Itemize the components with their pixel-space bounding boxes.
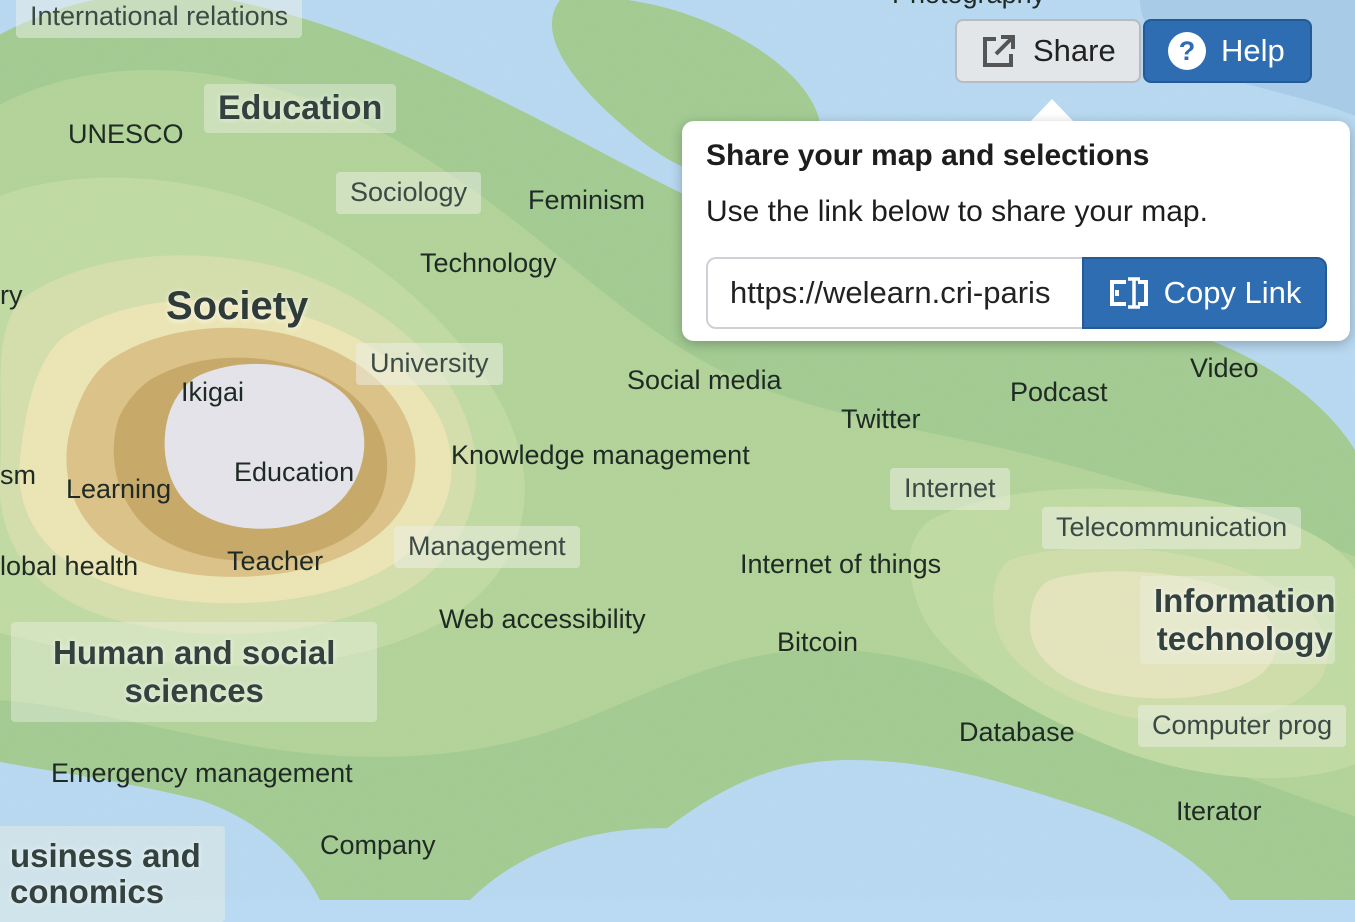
question-circle-icon: ? [1168,32,1206,70]
map-label-education[interactable]: Education [234,457,355,487]
map-label-computer-programming-partial[interactable]: Computer prog [1138,705,1347,747]
help-button[interactable]: ? Help [1143,19,1312,83]
map-label-history-partial[interactable]: ry [0,280,23,310]
map-label-global-health-partial[interactable]: lobal health [0,551,139,581]
map-label-management[interactable]: Management [394,526,580,568]
map-label-feminism[interactable]: Feminism [528,185,646,215]
map-label-business-economics-line1: usiness and [10,837,201,874]
map-label-bitcoin[interactable]: Bitcoin [777,627,859,657]
map-label-iterator[interactable]: Iterator [1176,796,1262,826]
map-label-business-economics[interactable]: usiness and conomics [0,826,225,922]
popover-description: Use the link below to share your map. [706,195,1208,228]
map-label-unesco[interactable]: UNESCO [68,119,184,149]
map-label-information-technology[interactable]: Information technology [1140,576,1336,664]
share-button[interactable]: Share [955,19,1141,83]
map-label-international-relations[interactable]: International relations [16,0,303,38]
map-label-knowledge-management[interactable]: Knowledge management [451,440,750,470]
share-button-label: Share [1033,33,1116,68]
water-patch-bottom [470,828,900,900]
map-label-society[interactable]: Society [166,284,309,328]
share-link-input[interactable] [706,257,1082,329]
map-label-information-technology-line2: technology [1156,620,1333,657]
map-label-podcast[interactable]: Podcast [1010,377,1108,407]
map-label-technology[interactable]: Technology [420,248,557,278]
external-link-icon [983,35,1015,67]
svg-text:?: ? [1179,36,1196,66]
map-label-sociology[interactable]: Sociology [336,172,482,214]
map-label-emergency-management[interactable]: Emergency management [51,758,353,788]
map-label-human-social-sciences[interactable]: Human and social sciences [11,622,378,722]
map-label-teacher[interactable]: Teacher [227,546,324,576]
map-label-business-economics-line2: conomics [10,873,165,910]
map-label-telecommunication[interactable]: Telecommunication [1042,507,1302,549]
map-label-learning[interactable]: Learning [66,474,172,504]
map-label-information-technology-line1: Information [1154,582,1336,619]
map-label-company[interactable]: Company [320,830,436,860]
map-peak [164,363,365,529]
text-cursor-icon [1109,277,1148,309]
map-label-web-accessibility[interactable]: Web accessibility [439,604,646,634]
map-label-photography[interactable]: Photography [892,0,1045,10]
map-label-internet[interactable]: Internet [890,468,1010,510]
help-button-label: Help [1221,33,1285,68]
map-label-human-social-sciences-line2: sciences [124,672,264,709]
copy-link-button[interactable]: Copy Link [1082,257,1327,329]
map-label-twitter[interactable]: Twitter [841,404,921,434]
map-label-human-social-sciences-line1: Human and social [53,634,336,671]
map-label-university[interactable]: University [356,343,503,385]
popover-arrow [1030,99,1074,122]
copy-link-label: Copy Link [1163,275,1302,310]
map-label-internet-of-things[interactable]: Internet of things [740,549,942,579]
map-label-ikigai[interactable]: Ikigai [181,377,245,407]
map-label-video[interactable]: Video [1190,353,1259,383]
land-contour-5b [1030,571,1277,699]
map-label-social-media[interactable]: Social media [627,365,782,395]
map-label-database[interactable]: Database [959,717,1075,747]
map-label-education-region[interactable]: Education [204,84,397,134]
share-popover: Share your map and selections Use the li… [682,121,1350,341]
popover-title: Share your map and selections [706,139,1150,172]
map-label-ism-partial[interactable]: sm [0,460,36,490]
share-link-row: Copy Link [706,257,1327,329]
